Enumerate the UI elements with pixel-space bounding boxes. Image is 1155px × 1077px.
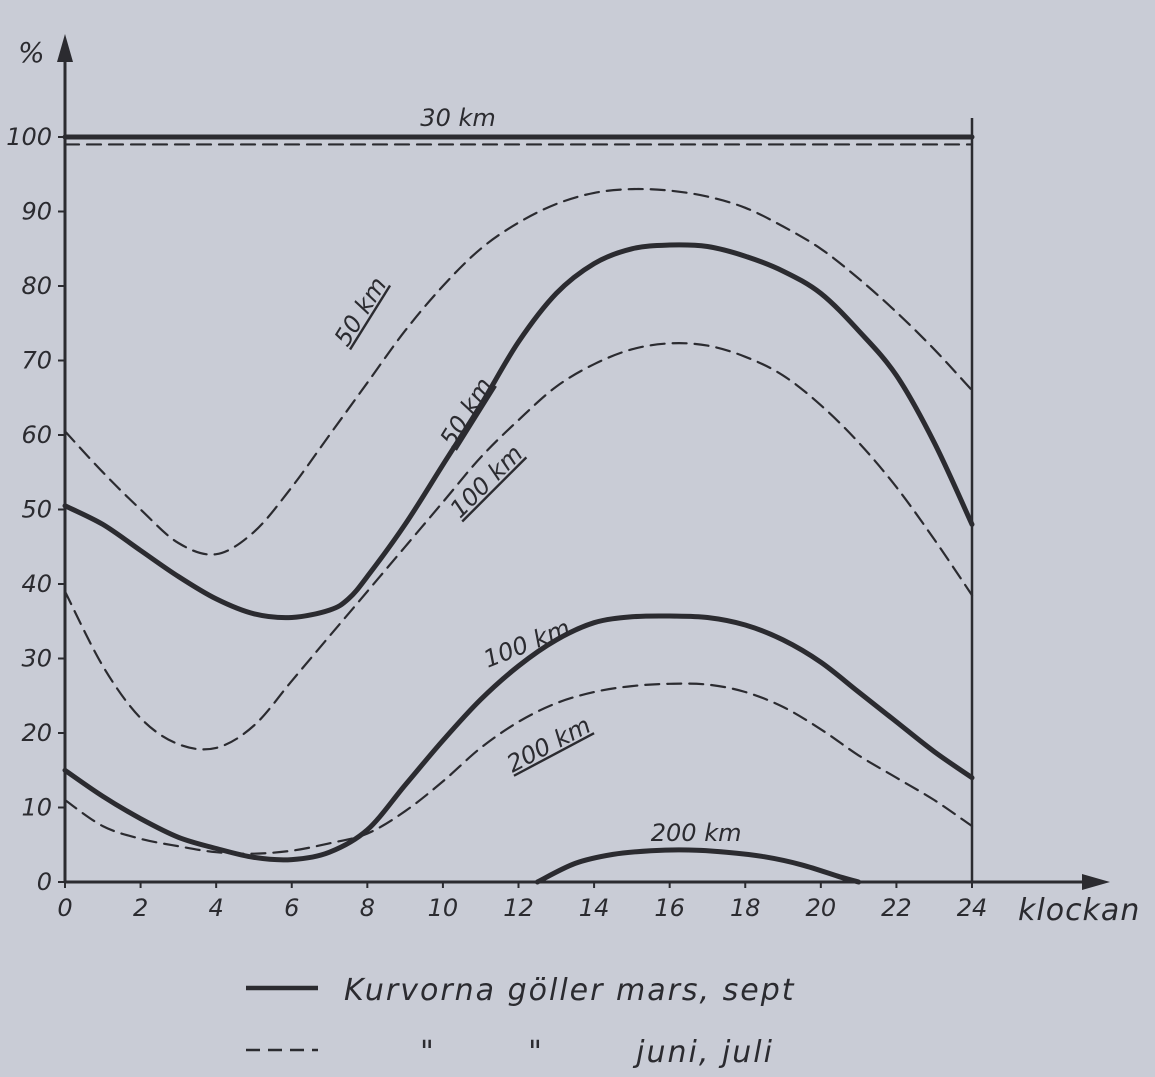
x-tick-label: 4 xyxy=(209,894,224,922)
x-axis-label: klockan xyxy=(1018,893,1140,928)
y-tick-label: 100 xyxy=(6,123,52,151)
x-tick-label: 10 xyxy=(428,894,459,922)
x-tick-label: 14 xyxy=(579,894,610,922)
curve-label: 50 km xyxy=(329,272,393,351)
plot-frame xyxy=(57,34,1110,890)
x-tick-label: 2 xyxy=(133,894,148,922)
y-tick-label: 0 xyxy=(37,868,52,896)
x-tick-label: 8 xyxy=(360,894,375,922)
y-tick-label: 10 xyxy=(21,794,52,822)
legend: Kurvorna göller mars, sept " " juni, jul… xyxy=(246,973,796,1070)
curve-label: 30 km xyxy=(420,104,495,132)
series-line-200km-juni-juli xyxy=(63,682,974,855)
curve-label: 100 km xyxy=(480,614,575,674)
x-tick-label: 18 xyxy=(730,894,761,922)
x-tick-label: 20 xyxy=(806,894,837,922)
curve-label: 200 km xyxy=(502,711,595,778)
legend-label-dashed: " " juni, juli xyxy=(420,1035,774,1070)
y-tick-label: 70 xyxy=(21,347,52,375)
y-tick-label: 80 xyxy=(21,272,52,300)
curve-label: 100 km xyxy=(444,440,528,524)
y-tick-label: 20 xyxy=(21,719,52,747)
y-tick-label: 50 xyxy=(21,496,52,524)
y-tick-label: 90 xyxy=(21,198,52,226)
y-tick-label: 30 xyxy=(21,645,52,673)
x-tick-label: 12 xyxy=(503,894,534,922)
y-axis-label: % xyxy=(18,36,45,69)
y-axis-arrow xyxy=(57,34,73,62)
x-tick-label: 22 xyxy=(881,894,912,922)
curve-label: 200 km xyxy=(651,819,742,847)
x-tick-label: 6 xyxy=(284,894,299,922)
x-tick-label: 0 xyxy=(57,894,72,922)
series-layer xyxy=(62,134,975,885)
series-line-50km-juni-juli xyxy=(63,187,974,556)
x-axis-arrow xyxy=(1082,874,1110,890)
series-line-100km-juni-juli xyxy=(63,342,974,751)
y-tick-label: 40 xyxy=(21,570,52,598)
series-line-50km-mars-sept xyxy=(62,242,975,621)
y-tick-label: 60 xyxy=(21,421,52,449)
series-line-200km-mars-sept xyxy=(534,847,862,885)
curve-label: 50 km xyxy=(435,373,499,452)
series-line-100km-mars-sept xyxy=(62,613,975,863)
x-tick-label: 16 xyxy=(654,894,685,922)
legend-label-solid: Kurvorna göller mars, sept xyxy=(344,973,796,1008)
x-tick-label: 24 xyxy=(957,894,988,922)
